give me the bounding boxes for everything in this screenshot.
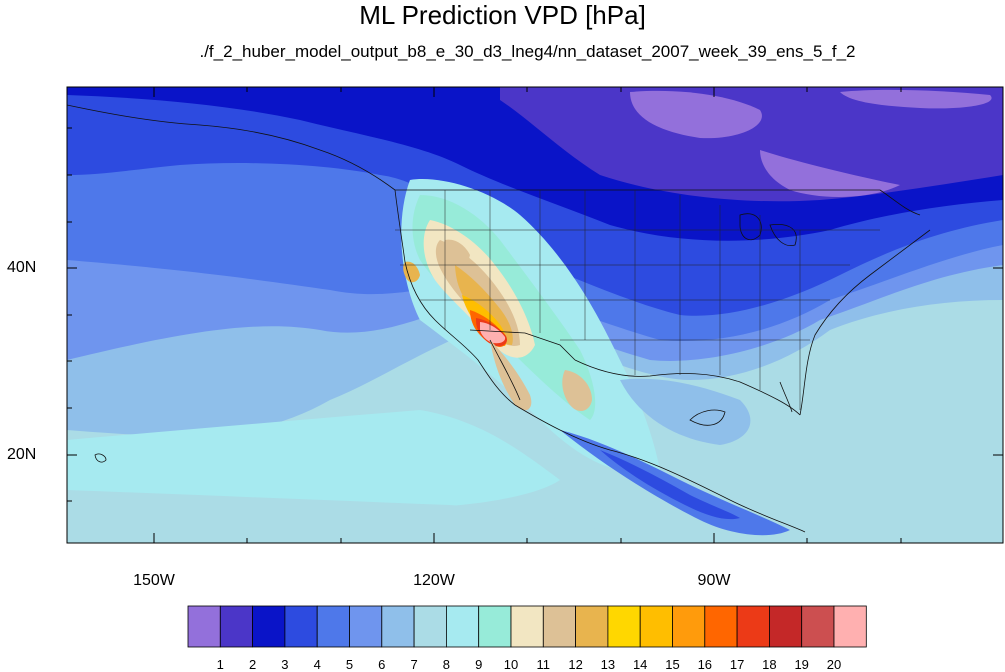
colorbar-swatch <box>575 605 609 648</box>
colorbar-swatch <box>219 605 254 648</box>
map-subtitle: ./f_2_huber_model_output_b8_e_30_d3_lneg… <box>199 42 856 61</box>
colorbar-tick-label: 3 <box>281 657 289 672</box>
colorbar-swatch <box>478 605 512 648</box>
field-pacific-warm <box>67 490 640 543</box>
colorbar-swatch <box>607 605 641 648</box>
field-gulf <box>620 378 751 445</box>
colorbar-swatch <box>736 605 770 648</box>
colorbar-tick-label: 15 <box>665 657 680 672</box>
colorbar-swatch <box>381 605 415 648</box>
field-central-am <box>560 430 790 536</box>
colorbar-swatch <box>510 605 544 648</box>
colorbar-tick-label: 20 <box>826 657 842 672</box>
colorbar-swatch <box>445 605 480 648</box>
colorbar-swatch <box>704 605 738 648</box>
colorbar <box>187 605 867 648</box>
colorbar-tick-label: 14 <box>632 657 648 672</box>
colorbar-swatch <box>833 605 867 648</box>
coastline-alaska <box>66 104 396 191</box>
field-pacific <box>67 410 560 510</box>
colorbar-swatch <box>284 605 318 648</box>
colorbar-swatch <box>769 605 803 648</box>
plot-frame <box>66 86 1004 544</box>
coastline-yucatan <box>689 409 726 426</box>
colorbar-tick-label: 2 <box>248 657 257 672</box>
lon-label-90w: 90W <box>697 572 731 589</box>
colorbar-tick-label: 16 <box>697 657 713 672</box>
colorbar-tick-label: 18 <box>762 657 777 672</box>
colorbar-swatch <box>316 605 350 648</box>
colorbar-swatch <box>801 605 835 648</box>
field-band-20 <box>480 322 506 344</box>
colorbar-tick-label: 8 <box>442 657 450 672</box>
colorbar-tick-label: 13 <box>600 657 616 672</box>
field-band-1 <box>630 90 762 139</box>
field-baja <box>490 340 532 411</box>
field-mexico <box>562 370 592 412</box>
field-band-1b <box>840 89 992 109</box>
state-lines <box>395 190 880 410</box>
border-us-mexico <box>469 329 576 361</box>
colorbar-tick-label: 9 <box>475 657 483 672</box>
border-us-canada <box>395 189 921 216</box>
coastlines <box>66 104 931 533</box>
coastline-baja <box>489 339 521 401</box>
colorbar-swatch <box>413 605 447 648</box>
coastline-east <box>799 229 931 416</box>
vpd-field <box>67 87 1003 543</box>
lon-label-120w: 120W <box>413 572 455 589</box>
coastline-mexico <box>514 404 806 533</box>
colorbar-tick-label: 7 <box>410 657 418 672</box>
hawaii <box>94 453 107 463</box>
lon-label-150w: 150W <box>133 572 175 589</box>
colorbar-tick-label: 10 <box>503 657 519 672</box>
colorbar-tick-label: 4 <box>313 657 321 672</box>
coastline-gulf <box>574 359 801 416</box>
colorbar-tick-label: 5 <box>345 657 354 672</box>
field-band-1c <box>760 150 900 197</box>
field-band-2 <box>500 87 1003 202</box>
colorbar-swatch <box>187 605 221 648</box>
map-title: ML Prediction VPD [hPa] <box>359 0 646 30</box>
colorbar-tick-label: 12 <box>568 657 583 672</box>
colorbar-swatch <box>349 605 383 648</box>
field-central-am-dark <box>600 450 740 520</box>
colorbar-swatch <box>542 605 576 648</box>
coastline-florida <box>779 381 793 413</box>
lat-label-20n: 20N <box>7 446 37 463</box>
lat-label-40n: 40N <box>7 259 37 276</box>
field-california <box>403 261 420 283</box>
colorbar-swatch <box>672 605 706 648</box>
colorbar-tick-label: 1 <box>216 657 224 672</box>
colorbar-tick-label: 6 <box>378 657 386 672</box>
colorbar-swatch <box>639 605 673 648</box>
colorbar-swatch <box>252 605 286 648</box>
colorbar-tick-label: 19 <box>794 657 809 672</box>
field-northwest <box>443 239 470 266</box>
coastline-west <box>394 189 516 406</box>
colorbar-tick-label: 17 <box>729 657 745 672</box>
colorbar-tick-label: 11 <box>536 657 551 672</box>
